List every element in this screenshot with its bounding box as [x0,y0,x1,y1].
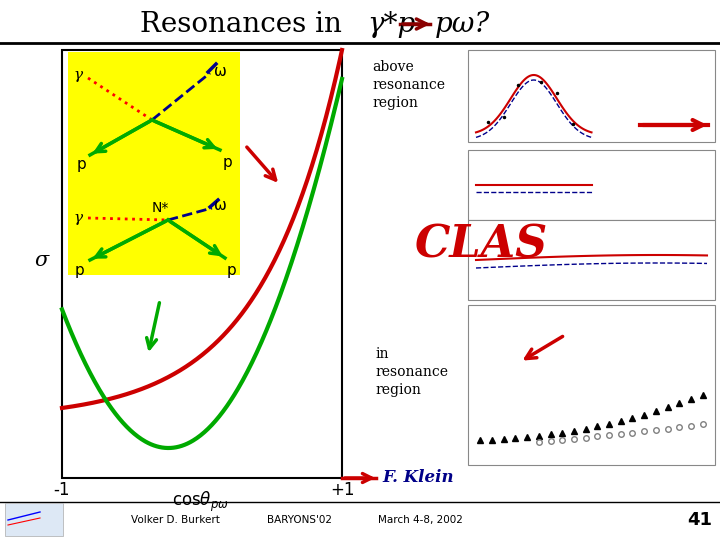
Text: p: p [227,262,237,278]
Text: BARYONS'02: BARYONS'02 [268,515,333,525]
Bar [5,503,63,536]
Text: Resonances in: Resonances in [140,10,359,37]
Text: γ: γ [73,211,83,225]
Text: 41: 41 [688,511,713,529]
Text: N*: N* [151,201,168,215]
Bar [468,50,715,142]
Text: γ*p: γ*p [367,10,415,37]
Text: March 4-8, 2002: March 4-8, 2002 [377,515,462,525]
Text: F. Klein: F. Klein [382,469,454,487]
Text: σ: σ [35,251,49,269]
Text: Volker D. Burkert: Volker D. Burkert [130,515,220,525]
Bar [468,150,715,220]
Bar [468,305,715,465]
Bar [68,52,240,275]
Bar [62,50,342,478]
Text: above
resonance
region: above resonance region [372,59,445,110]
Text: cos$\theta_{p\omega}$: cos$\theta_{p\omega}$ [171,490,228,514]
Text: p: p [75,262,85,278]
Text: in
resonance
region: in resonance region [375,347,448,397]
Text: pω?: pω? [435,10,490,37]
Text: +1: +1 [330,481,354,499]
Text: p: p [77,158,87,172]
Bar [468,220,715,300]
Text: ω: ω [214,64,226,79]
Text: ω: ω [214,198,226,213]
Text: γ: γ [73,68,83,82]
Text: p: p [223,156,233,171]
Text: -1: -1 [54,481,71,499]
Text: CLAS: CLAS [415,224,548,267]
